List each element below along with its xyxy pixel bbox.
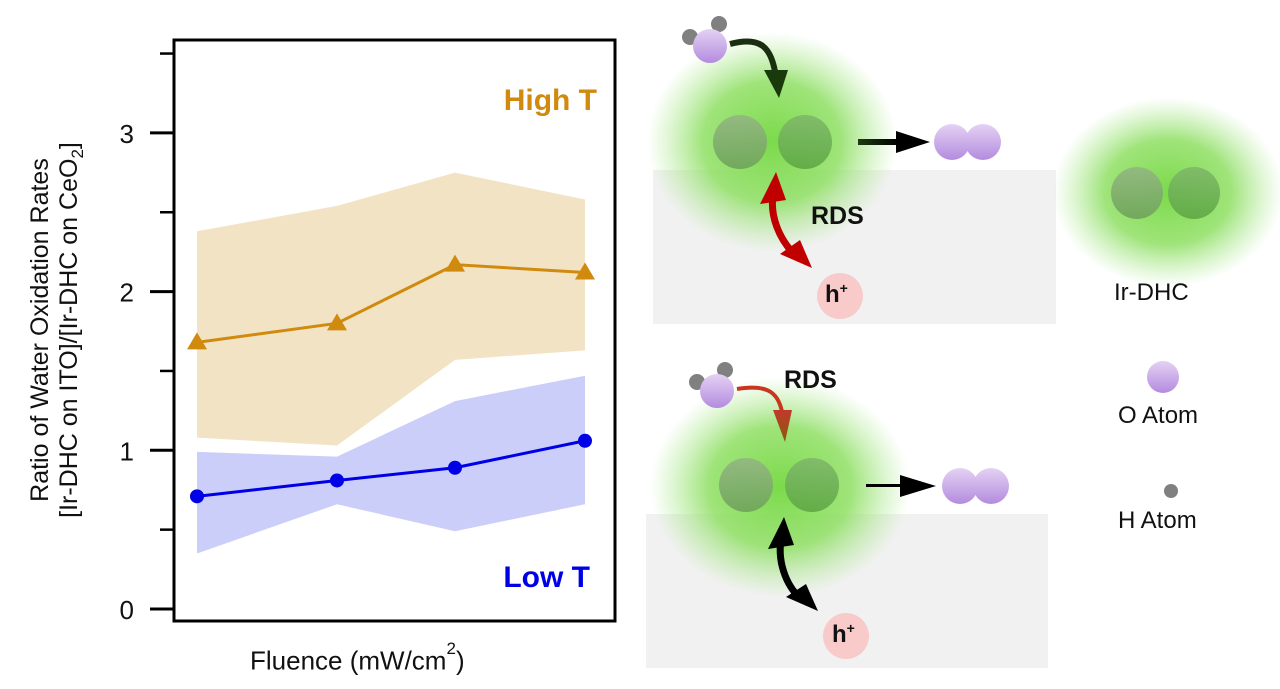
- h-atom-icon: [1164, 484, 1178, 498]
- arrow-head-icon: [786, 584, 818, 611]
- arrow-head-icon: [773, 410, 792, 442]
- h-atom-icon: [717, 362, 733, 378]
- o-atom-icon: [693, 29, 727, 63]
- y-tick-label: 1: [120, 436, 134, 466]
- arrow-head-icon: [764, 70, 788, 98]
- o2-atom-icon: [934, 124, 970, 160]
- top-hole-label: h+: [825, 280, 848, 309]
- hole-charge: +: [839, 280, 848, 296]
- x-axis-label-close: ): [455, 645, 465, 676]
- hole-icon: [823, 613, 869, 659]
- hole-icon: [817, 273, 863, 319]
- low-t-line: [196, 439, 586, 498]
- o-atom-icon: [1147, 361, 1179, 393]
- low-t-point: [578, 433, 592, 448]
- bottom-rds-label: RDS: [784, 366, 837, 394]
- ir-dhc-dimer-icon: [1168, 167, 1220, 219]
- legend-ir-dhc-label: Ir-DHC: [1114, 279, 1189, 306]
- y-tick-label: 0: [120, 595, 134, 625]
- bottom-hole-label: h+: [832, 620, 855, 649]
- high-t-point: [575, 262, 595, 280]
- bottom-panel: [646, 362, 1048, 668]
- top-panel: [647, 16, 1056, 324]
- ir-atom-icon: [785, 458, 839, 512]
- low-t-point: [448, 460, 462, 475]
- high-t-point: [327, 313, 347, 331]
- top-rds-label: RDS: [811, 202, 864, 230]
- hole-text: h: [825, 281, 840, 308]
- arrow-head-icon: [768, 517, 794, 549]
- y-axis: 0 1 2 3: [120, 52, 174, 625]
- annotations: High T Low T: [503, 84, 597, 594]
- high-t-point: [445, 254, 465, 272]
- high-t-point: [187, 332, 207, 350]
- high-t-line: [196, 263, 586, 344]
- o2-atom-icon: [942, 468, 978, 504]
- series-markers: [187, 254, 595, 504]
- low-t-point: [190, 489, 204, 504]
- green-glow: [650, 377, 910, 597]
- x-axis-label-superscript: 2: [446, 639, 456, 658]
- low-t-annotation: Low T: [503, 561, 590, 594]
- legend-h-atom-label: H Atom: [1118, 507, 1197, 534]
- y-tick-label: 2: [120, 278, 134, 308]
- arrow-head-icon: [900, 475, 936, 497]
- o2-atom-icon: [973, 468, 1009, 504]
- x-axis-label: Fluence (mW/cm2): [250, 639, 465, 677]
- adsorption-arrow-icon: [729, 38, 779, 79]
- ir-dhc-dimer-icon: [1111, 167, 1163, 219]
- product-arrow-icon: [858, 139, 898, 145]
- h-atom-icon: [711, 16, 727, 32]
- o-atom-icon: [700, 374, 734, 408]
- ir-atom-icon: [713, 115, 767, 169]
- hole-text: h: [832, 621, 847, 648]
- confidence-bands: [197, 172, 585, 554]
- green-glow: [647, 32, 897, 252]
- low-t-point: [330, 473, 344, 488]
- arrow-head-icon: [760, 172, 786, 204]
- arrow-head-icon: [780, 240, 812, 268]
- high-t-annotation: High T: [504, 84, 597, 117]
- green-glow: [1053, 97, 1280, 287]
- series-lines: [196, 263, 586, 498]
- high-t-error-band: [197, 172, 585, 446]
- x-axis-label-text: Fluence (mW/cm: [250, 645, 447, 676]
- arrow-head-icon: [896, 131, 930, 153]
- legend-o-atom-label: O Atom: [1118, 402, 1199, 429]
- hole-charge: +: [846, 620, 855, 636]
- o2-atom-icon: [965, 124, 1001, 160]
- ir-atom-icon: [719, 458, 773, 512]
- ir-atom-icon: [778, 115, 832, 169]
- legend: [1053, 97, 1280, 498]
- low-t-error-band: [197, 375, 585, 554]
- y-tick-label: 3: [120, 119, 134, 149]
- plot-frame: [172, 38, 617, 623]
- product-arrow-icon: [866, 484, 902, 487]
